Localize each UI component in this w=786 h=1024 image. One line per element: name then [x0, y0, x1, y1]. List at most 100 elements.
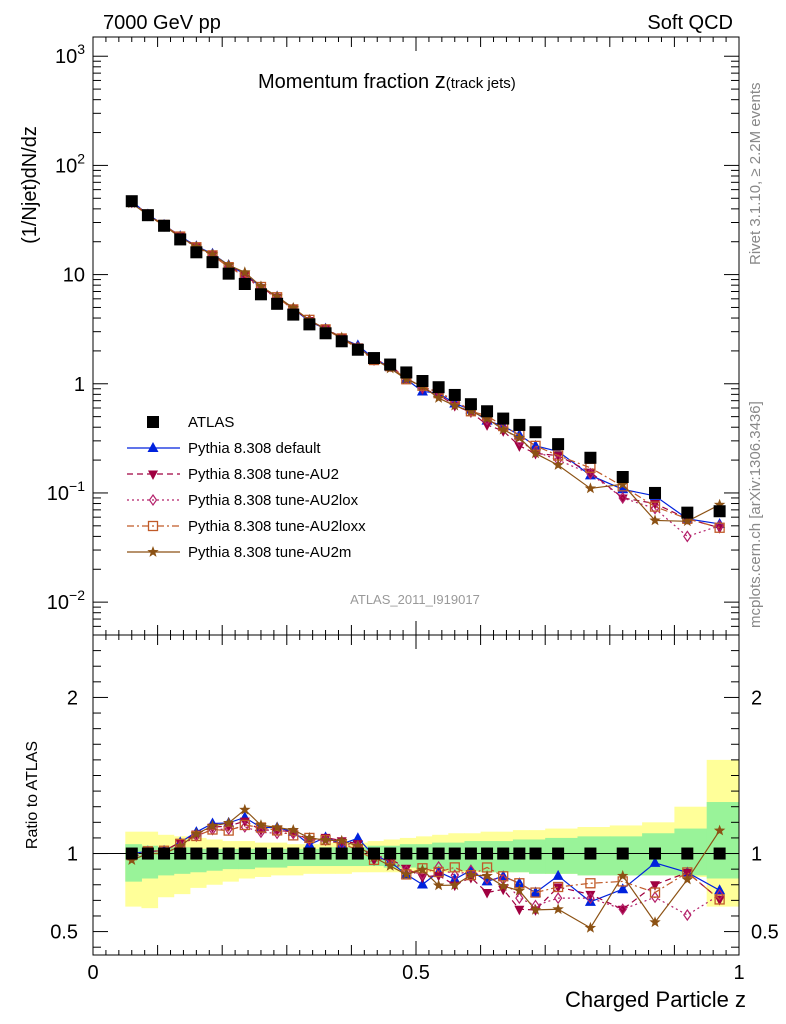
ratio-point-atlas: [287, 847, 300, 860]
data-point-au2m: [239, 266, 251, 278]
data-point-atlas: [384, 358, 397, 371]
data-point-atlas: [400, 366, 413, 379]
data-point-au2m: [449, 399, 461, 411]
ratio-point-atlas: [713, 847, 726, 860]
ratio-plot-frame: [92, 634, 740, 956]
data-point-atlas: [287, 308, 300, 321]
data-point-atlas: [141, 209, 154, 222]
ratio-point-atlas: [464, 847, 477, 860]
ratio-point-au2lox: [683, 908, 692, 922]
ratio-point-au2lox: [715, 888, 724, 901]
ratio-point-atlas: [190, 847, 203, 860]
data-point-atlas: [271, 297, 284, 310]
ratio-point-au2m: [126, 854, 138, 866]
ratio-point-atlas: [238, 847, 251, 860]
ratio-line-au2: [131, 820, 721, 911]
ratio-point-au2m: [432, 879, 445, 891]
data-point-atlas: [206, 256, 219, 269]
main-title: Momentum fraction z(track jets): [258, 68, 516, 93]
ratio-point-atlas: [416, 847, 429, 860]
ratio-point-default: [552, 869, 564, 880]
ratio-point-au2m: [649, 916, 661, 928]
ratio-y-tick-label: 0.5: [751, 922, 779, 944]
ratio-point-au2m: [449, 879, 461, 891]
ratio-point-atlas: [174, 847, 187, 860]
ratio-point-au2lox: [586, 892, 595, 905]
data-point-atlas: [222, 267, 235, 280]
main-y-label: (1/Njet)dN/dz: [19, 126, 41, 244]
data-point-au2m: [649, 514, 661, 526]
data-point-atlas: [713, 505, 726, 518]
ratio-point-default: [449, 873, 461, 884]
ratio-point-atlas: [616, 847, 629, 860]
ratio-point-au2m: [552, 903, 564, 915]
ratio-point-atlas: [271, 847, 284, 860]
ratio-y-axis: 0.5 0.5 1 1 2 2: [50, 634, 779, 948]
ratio-point-au2loxx: [649, 887, 661, 898]
ratio-y-label: Ratio to ATLAS: [24, 741, 41, 849]
ratio-point-au2loxx: [223, 825, 234, 836]
main-x-axis: [92, 37, 740, 635]
ratio-point-au2: [650, 881, 661, 891]
ratio-x-tick-label: 0.5: [402, 962, 430, 984]
data-point-atlas: [125, 195, 138, 208]
legend-label-au2m: Pythia 8.308 tune-AU2m: [188, 544, 351, 561]
ratio-point-au2m: [384, 860, 396, 871]
ratio-point-au2m: [713, 824, 726, 836]
ratio-point-au2m: [271, 821, 283, 833]
ratio-line-au2lox: [131, 826, 720, 916]
data-point-default: [530, 439, 542, 450]
ratio-panel: 0.5 0.51 12 2 0 0.5 1 Ratio to ATLAS Charged …: [24, 634, 779, 1012]
legend-label-default: Pythia 8.308 default: [188, 440, 321, 457]
legend-marker-au2lox: [148, 493, 158, 507]
data-point-atlas: [416, 375, 429, 388]
legend-item-default: Pythia 8.308 default: [127, 440, 321, 457]
mcplots-label: mcplots.cern.ch [arXiv:1306.3436]: [747, 401, 764, 628]
legend-marker-default: [147, 442, 159, 452]
ratio-point-au2m: [681, 873, 694, 885]
legend-label-au2loxx: Pythia 8.308 tune-AU2loxx: [188, 518, 366, 535]
ratio-y-tick-label: 2: [67, 687, 78, 709]
main-y-tick-label: 10: [63, 265, 85, 287]
data-point-atlas: [513, 418, 526, 431]
ratio-y-tick-label: 2: [751, 687, 762, 709]
main-y-tick-label: 10−2: [47, 587, 85, 614]
ratio-point-default: [513, 877, 525, 888]
ratio-point-au2loxx: [585, 878, 596, 889]
ratio-point-atlas: [319, 847, 332, 860]
data-point-atlas: [174, 233, 187, 246]
data-point-au2m: [713, 498, 726, 510]
ratio-y-tick-label: 0.5: [50, 922, 78, 944]
ratio-point-au2m: [255, 819, 267, 831]
ratio-point-au2lox: [553, 892, 563, 905]
data-point-au2lox: [715, 519, 724, 532]
data-point-atlas: [303, 318, 316, 331]
data-point-atlas: [351, 343, 364, 356]
data-point-au2: [482, 421, 493, 431]
legend-item-au2lox: Pythia 8.308 tune-AU2lox: [127, 492, 359, 509]
ratio-point-au2: [585, 890, 596, 901]
data-point-atlas: [158, 219, 171, 232]
data-point-au2lox: [683, 530, 692, 543]
ratio-point-atlas: [368, 847, 381, 860]
ratio-point-au2m: [352, 839, 364, 851]
legend-label-au2: Pythia 8.308 tune-AU2: [188, 466, 339, 483]
ratio-x-tick-label: 0: [87, 962, 98, 984]
ratio-point-au2m: [287, 823, 299, 835]
ratio-point-au2loxx: [239, 819, 250, 831]
ratio-point-au2lox: [650, 891, 660, 904]
ratio-point-atlas: [681, 847, 694, 860]
data-point-atlas: [254, 288, 267, 301]
ratio-point-au2lox: [515, 892, 524, 905]
ratio-point-atlas: [222, 847, 235, 860]
data-point-atlas: [238, 277, 251, 290]
data-point-au2: [514, 442, 525, 452]
data-point-atlas: [368, 352, 381, 365]
ratio-point-au2m: [400, 868, 413, 880]
main-y-tick-label: 10−1: [47, 478, 85, 505]
data-point-au2m: [681, 515, 694, 527]
data-point-au2m: [400, 373, 413, 385]
ratio-point-au2loxx: [530, 887, 541, 898]
ratio-point-au2m: [497, 880, 509, 891]
data-point-atlas: [448, 388, 461, 401]
